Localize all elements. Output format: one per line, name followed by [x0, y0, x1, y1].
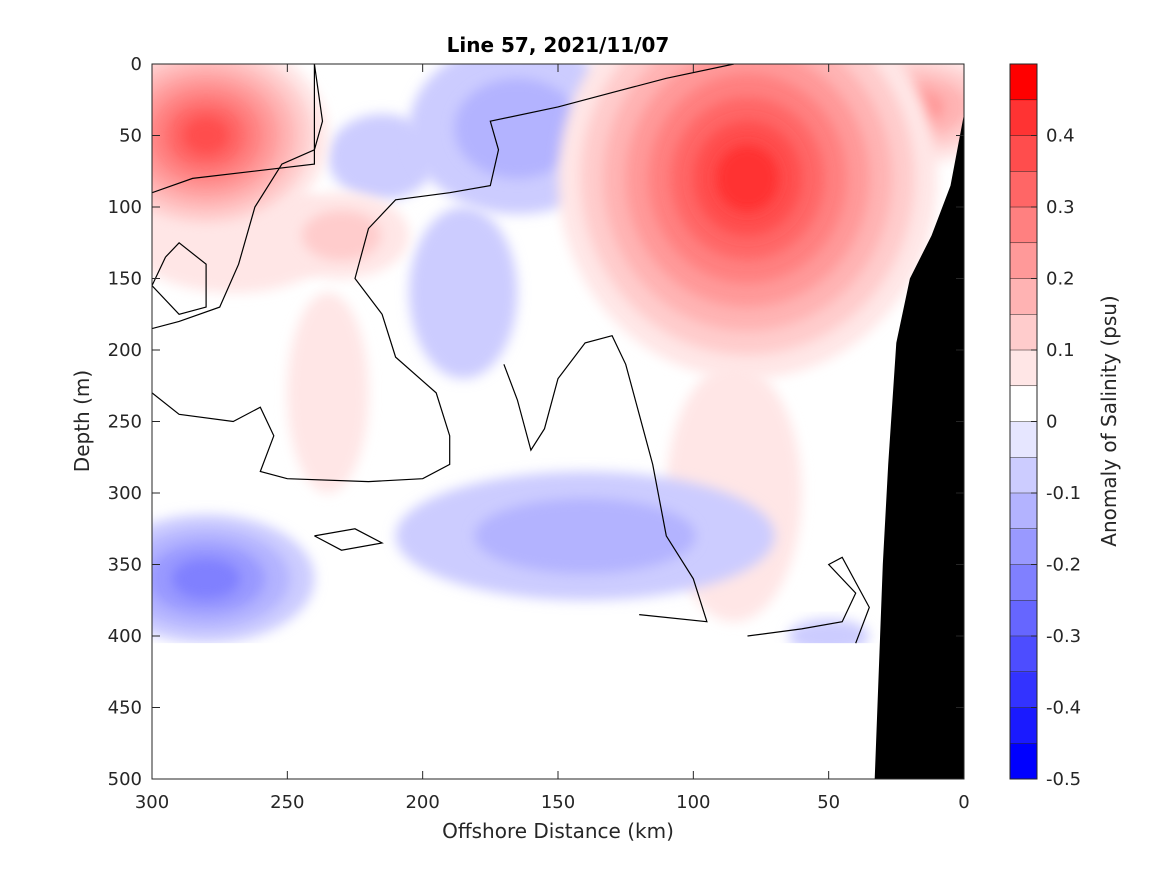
anomaly-patch: [327, 114, 437, 200]
plot-area: [151, 63, 965, 780]
colorbar-band: [1010, 64, 1037, 101]
colorbar-label: Anomaly of Salinity (psu): [1097, 295, 1121, 546]
colorbar-tick-label: -0.3: [1046, 626, 1081, 647]
anomaly-contour-band: [183, 116, 230, 155]
x-axis-label: Offshore Distance (km): [442, 819, 674, 843]
anomaly-contour-band: [715, 145, 780, 212]
colorbar-ticks: 0.4 0.3 0.2 0.1 0 -0.1 -0.2 -0.3 -0.4 -0.5: [1031, 126, 1081, 790]
x-tick-label: 100: [676, 792, 710, 813]
anomaly-patch: [273, 192, 410, 279]
anomaly-patch: [409, 206, 518, 379]
colorbar-tick-label: 0: [1046, 412, 1057, 433]
no-data-region: [152, 643, 964, 779]
colorbar-tick-label: 0.3: [1046, 197, 1075, 218]
colorbar-band: [1010, 385, 1037, 422]
x-tick-label: 250: [270, 792, 304, 813]
colorbar-tick-label: -0.2: [1046, 555, 1081, 576]
anomaly-patch: [287, 292, 369, 493]
anomaly-patch: [395, 471, 775, 601]
y-tick-label: 150: [108, 269, 142, 290]
anomaly-contour-band: [409, 206, 518, 379]
colorbar-band: [1010, 207, 1037, 244]
zero-contour: [314, 528, 384, 551]
colorbar-tick-label: 0.1: [1046, 340, 1075, 361]
colorbar-band: [1010, 135, 1037, 172]
colorbar: 0.4 0.3 0.2 0.1 0 -0.1 -0.2 -0.3 -0.4 -0.5 Anomal…: [1009, 63, 1121, 790]
colorbar-band: [1010, 99, 1037, 136]
colorbar-band: [1010, 171, 1037, 208]
colorbar-band: [1010, 278, 1037, 315]
chart-title: Line 57, 2021/11/07: [447, 33, 670, 57]
y-tick-label: 300: [108, 483, 142, 504]
y-axis: 0 50 100 150 200 250 300 350 400 450 500: [108, 54, 964, 790]
colorbar-tick-label: 0.4: [1046, 126, 1075, 147]
salinity-anomaly-field: [152, 64, 964, 779]
y-tick-label: 500: [108, 769, 142, 790]
colorbar-tick-label: -0.4: [1046, 698, 1081, 719]
x-axis: 300 250 200 150 100 50 0: [135, 64, 970, 813]
y-tick-label: 50: [119, 126, 142, 147]
y-tick-label: 350: [108, 555, 142, 576]
zero-contour: [152, 64, 324, 330]
colorbar-band: [1010, 350, 1037, 387]
anomaly-contour-band: [327, 114, 437, 200]
anomaly-patch: [558, 64, 937, 379]
colorbar-band: [1010, 564, 1037, 601]
colorbar-band: [1010, 421, 1037, 458]
colorbar-tick-label: -0.5: [1046, 769, 1081, 790]
x-tick-label: 0: [958, 792, 969, 813]
y-tick-label: 400: [108, 626, 142, 647]
zero-contour-lines: [152, 64, 870, 644]
colorbar-band: [1010, 314, 1037, 351]
anomaly-patch: [152, 64, 328, 236]
zero-contour: [503, 334, 708, 623]
zero-contour: [152, 241, 207, 315]
x-tick-label: 300: [135, 792, 169, 813]
zero-contour: [152, 64, 735, 483]
colorbar-band: [1010, 493, 1037, 530]
y-tick-label: 0: [131, 54, 142, 75]
colorbar-band: [1010, 671, 1037, 708]
anomaly-contour-band: [454, 78, 581, 179]
colorbar-band: [1010, 600, 1037, 637]
colorbar-tick-label: 0.2: [1046, 269, 1075, 290]
colorbar-band: [1010, 743, 1037, 780]
zero-contour: [747, 556, 870, 644]
y-axis-label: Depth (m): [70, 370, 94, 472]
anomaly-patch: [152, 514, 315, 644]
x-tick-label: 50: [817, 792, 840, 813]
anomaly-contour-band: [474, 498, 696, 574]
y-tick-label: 100: [108, 197, 142, 218]
zero-contour: [152, 64, 315, 194]
y-tick-label: 250: [108, 412, 142, 433]
y-tick-label: 200: [108, 340, 142, 361]
y-tick-label: 450: [108, 698, 142, 719]
seafloor-bathymetry: [874, 114, 964, 780]
colorbar-band: [1010, 242, 1037, 279]
colorbar-band: [1010, 636, 1037, 673]
colorbar-band: [1010, 457, 1037, 494]
colorbar-tick-label: -0.1: [1046, 483, 1081, 504]
x-tick-label: 150: [541, 792, 575, 813]
anomaly-contour-band: [171, 558, 241, 600]
colorbar-band: [1010, 528, 1037, 565]
colorbar-band: [1010, 707, 1037, 744]
colorbar-swatches: [1010, 64, 1037, 780]
anomaly-contour-band: [287, 292, 369, 493]
anomaly-contour-band: [301, 210, 381, 261]
x-tick-label: 200: [405, 792, 439, 813]
